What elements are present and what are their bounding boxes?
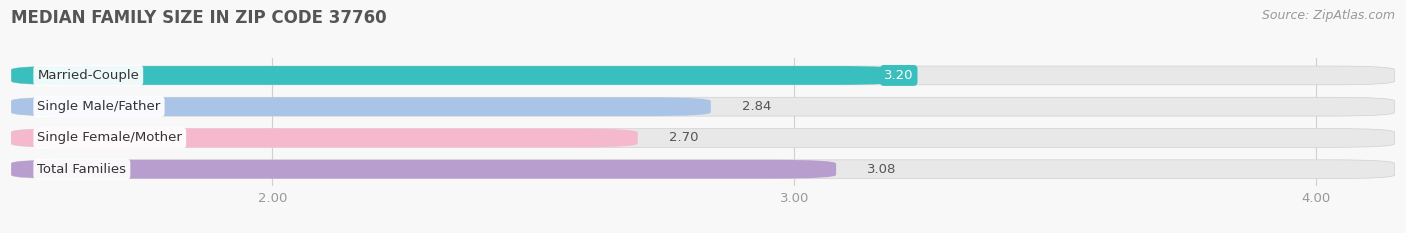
FancyBboxPatch shape (11, 66, 1395, 85)
FancyBboxPatch shape (11, 160, 837, 178)
Text: 2.70: 2.70 (669, 131, 699, 144)
FancyBboxPatch shape (11, 129, 1395, 147)
Text: MEDIAN FAMILY SIZE IN ZIP CODE 37760: MEDIAN FAMILY SIZE IN ZIP CODE 37760 (11, 9, 387, 27)
FancyBboxPatch shape (11, 97, 1395, 116)
Text: Total Families: Total Families (38, 163, 127, 176)
FancyBboxPatch shape (11, 129, 638, 147)
FancyBboxPatch shape (11, 97, 711, 116)
FancyBboxPatch shape (11, 160, 1395, 178)
Text: Single Male/Father: Single Male/Father (38, 100, 160, 113)
Text: Single Female/Mother: Single Female/Mother (38, 131, 183, 144)
FancyBboxPatch shape (11, 66, 898, 85)
Text: Married-Couple: Married-Couple (38, 69, 139, 82)
Text: 3.08: 3.08 (868, 163, 897, 176)
Text: 3.20: 3.20 (884, 69, 914, 82)
Text: Source: ZipAtlas.com: Source: ZipAtlas.com (1261, 9, 1395, 22)
Text: 2.84: 2.84 (742, 100, 772, 113)
